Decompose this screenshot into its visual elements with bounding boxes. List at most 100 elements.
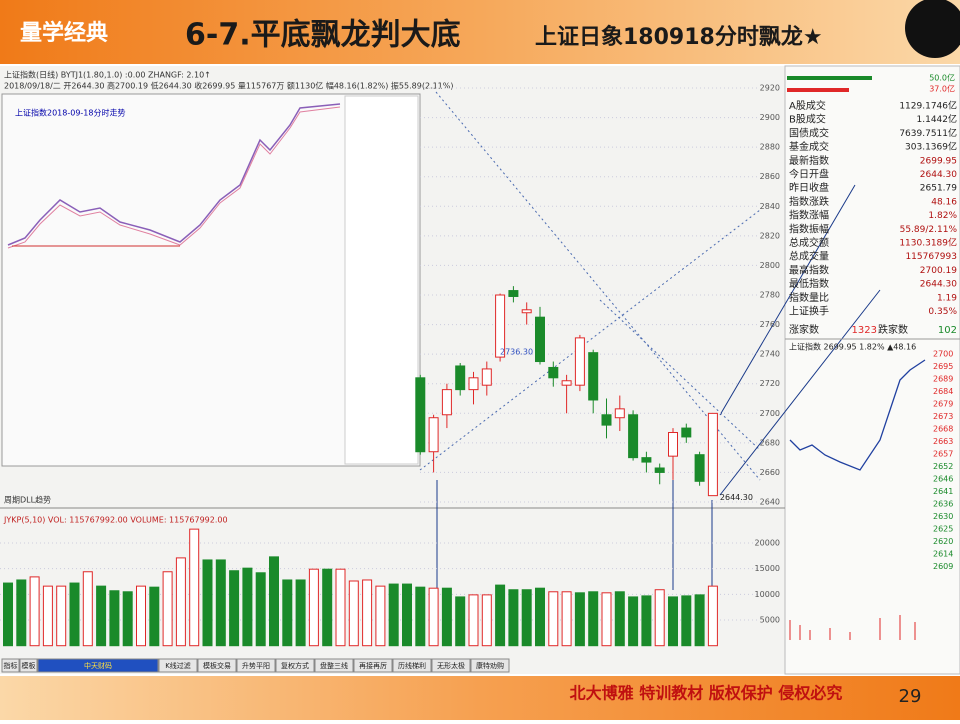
volume-bar [255, 572, 266, 647]
volume-bar [375, 585, 386, 647]
panel-value: 50.0亿 [929, 73, 955, 83]
volume-bar [335, 568, 346, 647]
volume-bar [481, 594, 492, 647]
candle-body [455, 365, 466, 391]
mini-tick: 2646 [933, 475, 953, 484]
tab-label[interactable]: 盘整三线 [320, 661, 348, 670]
volume-bar [149, 586, 160, 647]
tab-label[interactable]: 复权方式 [281, 661, 309, 670]
volume-bar [136, 585, 146, 647]
panel-value: 7639.7511亿 [899, 127, 957, 139]
volume-bar [29, 576, 40, 647]
panel-updown: 涨家数 [789, 323, 819, 336]
mini-tick: 2657 [933, 450, 953, 459]
tab[interactable] [431, 658, 471, 673]
volume-bar [56, 585, 67, 647]
logo: 量学经典 [20, 20, 108, 46]
volume-bar [654, 589, 665, 647]
y-tick-label: 2860 [760, 172, 780, 181]
volume-bar [162, 571, 173, 647]
candle-body [628, 414, 639, 459]
panel-label: 最低指数 [789, 277, 829, 290]
tab-label[interactable]: 中天财码 [84, 661, 112, 670]
volume-bar [707, 585, 718, 647]
annotation: 2644.30 [720, 493, 753, 502]
volume-bar [348, 580, 359, 647]
tab[interactable] [275, 658, 315, 673]
inset-line [7, 103, 341, 246]
volume-bar [3, 582, 13, 647]
tab-label[interactable]: 历线梯利 [398, 661, 426, 670]
panel-value: 1.82% [928, 211, 957, 221]
volume-bar [681, 595, 692, 647]
volume-bar [508, 589, 519, 647]
panel-label: 指数涨跌 [789, 195, 829, 208]
vol-info: JYKP(5,10) VOL: 115767992.00 VOLUME: 115… [3, 516, 228, 525]
tab-label[interactable]: 康特劝购 [476, 661, 504, 670]
tab[interactable] [314, 658, 354, 673]
annotation: 2736.30 [500, 348, 533, 357]
footer-text: 北大博雅 特训教材 版权保护 侵权必究 [570, 684, 843, 703]
inset-title: 上证指数2018-09-18分时走势 [15, 108, 126, 118]
tab-label[interactable]: 再接再厉 [359, 661, 387, 670]
tab[interactable] [470, 658, 510, 673]
volume-bar [175, 557, 186, 647]
y-tick-label: 2720 [760, 379, 780, 388]
tab[interactable] [353, 658, 393, 673]
tab[interactable] [37, 658, 159, 673]
volume-bar [521, 589, 532, 647]
candle-body [681, 427, 692, 438]
mini-tick: 2614 [933, 550, 953, 559]
tab-label[interactable]: 模板 [22, 661, 36, 670]
tab-label[interactable]: 模板交易 [203, 661, 231, 670]
tab-label[interactable]: 无形太极 [437, 661, 465, 670]
footer-band [0, 676, 960, 720]
y-tick-label: 2740 [760, 350, 780, 359]
volume-bar [402, 583, 412, 647]
mini-tick: 2689 [933, 375, 953, 384]
volume-bar [468, 594, 479, 647]
tab[interactable] [1, 658, 20, 673]
bar-indicator [787, 88, 849, 92]
volume-bar [308, 568, 319, 647]
candle-body [548, 366, 559, 379]
volume-bar [202, 559, 213, 647]
tab-label[interactable]: K线过滤 [165, 661, 191, 670]
volume-bar [96, 585, 107, 647]
mini-tick: 2641 [933, 487, 953, 496]
candle-body [614, 408, 625, 419]
panel-value: 2644.30 [920, 170, 957, 180]
bar-indicator [787, 76, 872, 80]
tab[interactable] [197, 658, 237, 673]
mini-tick: 2695 [933, 362, 953, 371]
tab[interactable] [236, 658, 276, 673]
tab[interactable] [19, 658, 38, 673]
candle-body [415, 377, 426, 453]
panel-updown: 跌家数 [878, 323, 908, 336]
y-tick-label: 15000 [755, 564, 780, 573]
candle-body [654, 467, 665, 473]
y-tick-label: 2760 [760, 320, 780, 329]
candle-body [574, 337, 585, 386]
panel-label: 上证换手 [789, 305, 829, 318]
panel-label: 最高指数 [789, 263, 829, 276]
panel-label: A股成交 [789, 99, 826, 112]
panel-updown: 102 [938, 325, 957, 336]
tab-label[interactable]: 指标 [4, 661, 18, 670]
panel-label: 昨日收盘 [789, 181, 829, 194]
y-tick-label: 2820 [760, 231, 780, 240]
panel-value: 303.1369亿 [905, 141, 957, 153]
panel-value: 0.35% [928, 307, 957, 317]
candle-body [428, 417, 439, 453]
tab[interactable] [158, 658, 198, 673]
tab-label[interactable]: 升势平阳 [242, 661, 270, 670]
volume-bar [295, 579, 306, 647]
tab[interactable] [392, 658, 432, 673]
volume-bar [215, 559, 226, 647]
mini-line [789, 359, 926, 471]
info: 上证指数(日线) BYTJ1(1.80,1.0) :0.00 ZHANGF: 2… [4, 70, 211, 80]
candle-body [521, 309, 532, 314]
y-tick-label: 2900 [760, 113, 780, 122]
candle-body [481, 368, 492, 386]
